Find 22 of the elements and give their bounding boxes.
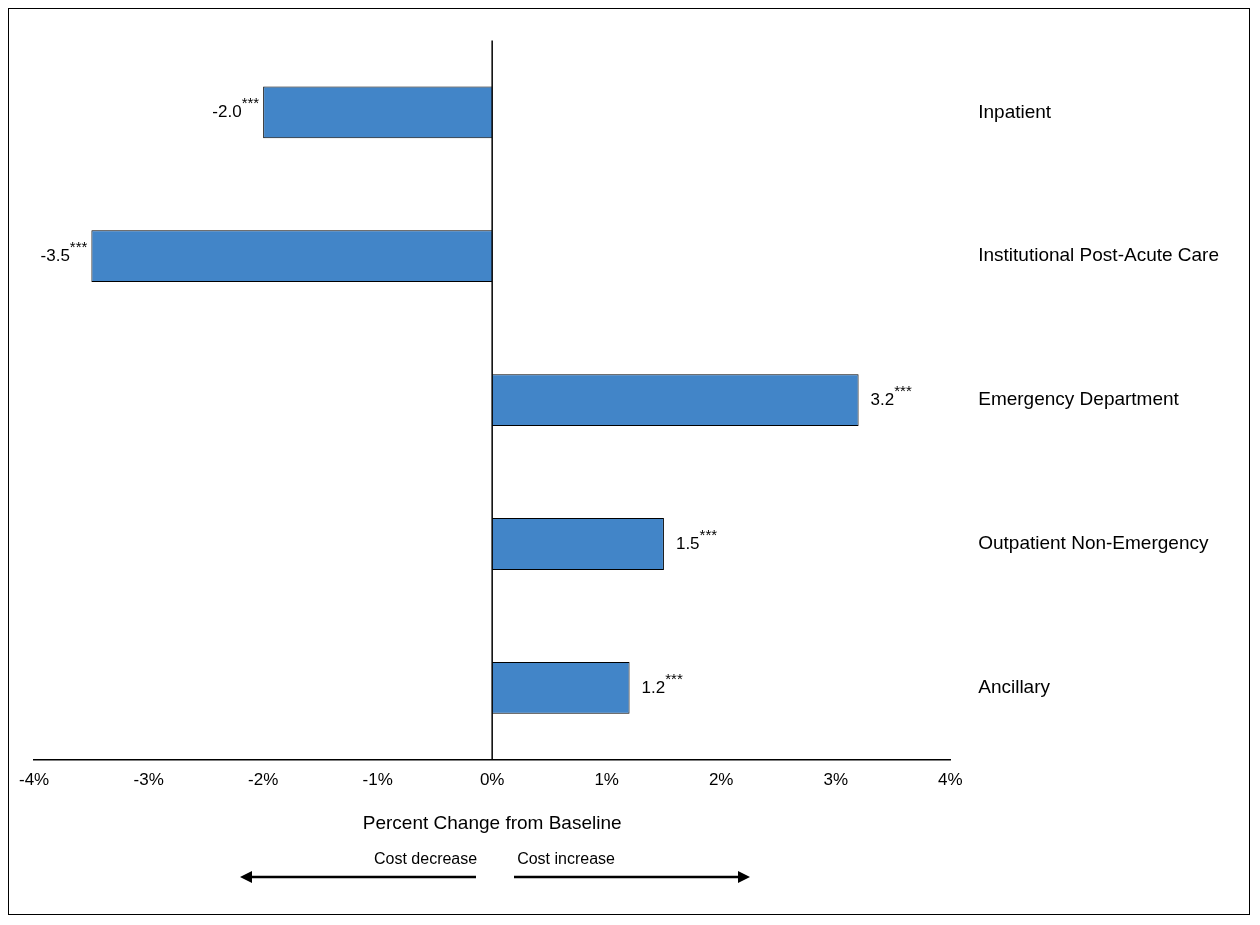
x-tick-label: -1% <box>362 769 393 789</box>
text: Cost decrease <box>373 850 478 868</box>
y-tick-label: Emergency Department <box>978 388 1180 410</box>
x-tick-label: 0% <box>479 769 505 789</box>
text: Cost increase <box>517 850 616 868</box>
x-tick-label: 3% <box>823 769 848 789</box>
x-tick-label: 4% <box>937 769 963 789</box>
x-tick-label: 1% <box>594 769 619 789</box>
y-tick-label: Ancillary <box>978 676 1051 698</box>
data-label: 3.2*** <box>870 382 912 409</box>
x-tick-label: -4% <box>19 769 50 789</box>
data-label: 1.5*** <box>675 526 718 553</box>
x-tick-label: 2% <box>708 769 734 789</box>
x-axis-title: Percent Change from Baseline <box>362 811 622 833</box>
x-tick-label: -3% <box>133 769 164 789</box>
y-tick-label: Institutional Post-Acute Care <box>978 244 1220 266</box>
data-label: -3.5*** <box>40 238 88 265</box>
y-tick-label: Inpatient <box>978 100 1052 122</box>
data-label: -2.0*** <box>212 94 260 122</box>
y-tick-label: Outpatient Non-Emergency <box>978 532 1209 554</box>
x-tick-label: -2% <box>248 769 279 789</box>
data-label: 1.2*** <box>641 670 683 697</box>
